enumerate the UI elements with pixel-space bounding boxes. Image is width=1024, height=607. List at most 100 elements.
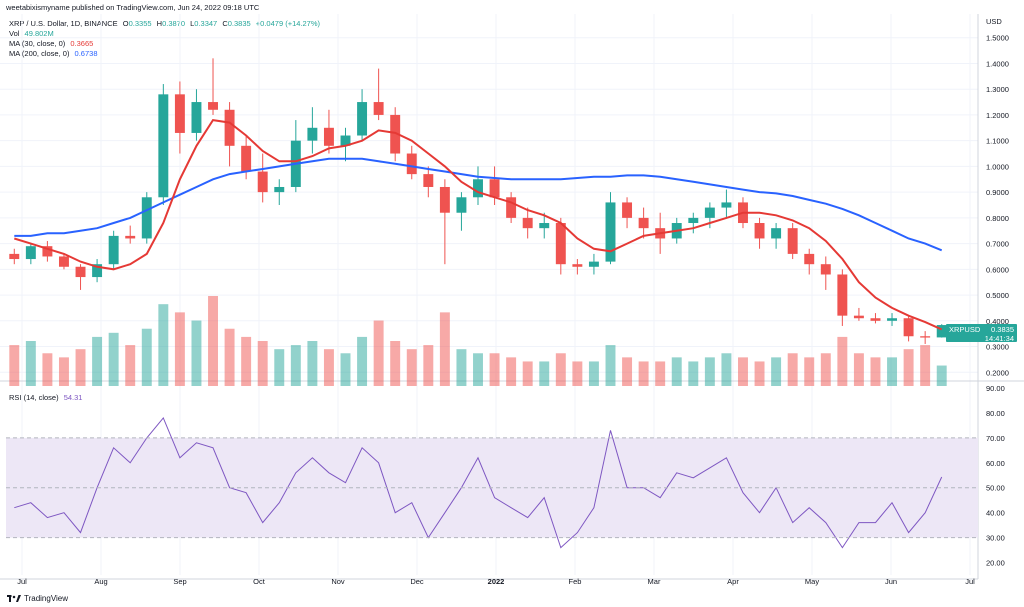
candle-body-2 (42, 246, 53, 257)
candle-15[interactable] (257, 153, 268, 203)
candle-18[interactable] (307, 107, 318, 154)
candle-7[interactable] (125, 225, 136, 244)
volume-bar-11 (191, 320, 202, 386)
candle-35[interactable] (588, 253, 599, 275)
candle-13[interactable] (224, 102, 235, 167)
rsi-guides (6, 437, 978, 539)
candle-10[interactable] (174, 81, 185, 154)
candle-body-41 (688, 217, 699, 224)
candle-38[interactable] (638, 207, 649, 239)
candle-56[interactable] (936, 324, 947, 338)
candle-49[interactable] (820, 256, 831, 290)
candle-body-48 (804, 253, 815, 265)
candle-31[interactable] (522, 207, 533, 239)
candle-20[interactable] (340, 127, 351, 162)
candle-11[interactable] (191, 89, 202, 141)
ma30-value: 0.3665 (70, 39, 94, 48)
candle-23[interactable] (390, 107, 401, 162)
candle-9[interactable] (158, 84, 169, 205)
volume-bar-51 (853, 353, 864, 386)
price-axis[interactable]: 1.5000 1.4000 1.3000 1.2000 1.1000 1.0000 0.90… (986, 34, 1009, 378)
volume-bar-54 (903, 349, 914, 386)
candle-5[interactable] (92, 259, 103, 283)
candle-27[interactable] (456, 192, 467, 231)
candle-body-14 (241, 145, 252, 172)
volume-bar-8 (141, 328, 152, 386)
candle-6[interactable] (108, 230, 119, 270)
candle-12[interactable] (208, 58, 218, 115)
candle-21[interactable] (357, 89, 368, 141)
candle-36[interactable] (605, 192, 616, 265)
candle-33[interactable] (555, 217, 566, 275)
candles[interactable] (9, 58, 947, 344)
candle-43[interactable] (721, 189, 732, 218)
candle-47[interactable] (787, 223, 798, 260)
candle-25[interactable] (423, 166, 434, 198)
candle-29[interactable] (489, 166, 500, 205)
candle-52[interactable] (870, 313, 881, 324)
candle-41[interactable] (688, 212, 699, 234)
candle-16[interactable] (274, 179, 285, 205)
candle-34[interactable] (572, 259, 583, 275)
volume-bar-15 (257, 341, 268, 386)
volume-label: Vol (9, 29, 20, 38)
candle-30[interactable] (506, 192, 517, 224)
candle-body-25 (423, 174, 434, 187)
volume-bar-31 (522, 361, 533, 386)
candle-body-15 (257, 171, 268, 193)
price-tick-6: 0.9000 (986, 188, 1009, 197)
candle-48[interactable] (804, 248, 815, 275)
candle-17[interactable] (290, 120, 301, 193)
candle-body-50 (837, 274, 848, 316)
rsi-tick-2: 70.00 (986, 434, 1005, 443)
candle-37[interactable] (622, 197, 633, 229)
candle-51[interactable] (853, 307, 864, 321)
candle-body-37 (622, 202, 633, 218)
candle-body-42 (704, 207, 715, 218)
tradingview-brand[interactable]: TradingView (7, 594, 68, 603)
candle-22[interactable] (373, 68, 384, 121)
badge-countdown: 14:41:34 (984, 334, 1014, 343)
rsi-value: 54.31 (63, 393, 83, 402)
rsi-axis[interactable]: 90.00 80.00 70.00 60.00 50.00 40.00 30.00 20.00 (986, 384, 1005, 568)
candle-19[interactable] (323, 109, 334, 154)
volume-bar-1 (25, 341, 36, 386)
candle-4[interactable] (75, 264, 86, 290)
candle-8[interactable] (141, 192, 152, 244)
open-value: 0.3355 (128, 19, 152, 28)
candle-body-35 (588, 261, 599, 267)
candle-2[interactable] (42, 241, 53, 262)
candle-1[interactable] (25, 243, 36, 265)
candle-body-19 (323, 127, 334, 146)
candle-50[interactable] (837, 269, 848, 326)
candle-body-27 (456, 197, 467, 213)
price-tick-0: 1.5000 (986, 34, 1009, 43)
candle-55[interactable] (920, 331, 931, 344)
ma200-legend: MA (200, close, 0) 0.6738 (9, 49, 98, 58)
candle-26[interactable] (439, 179, 450, 265)
volume-bar-18 (307, 341, 318, 386)
currency-label: USD (986, 17, 1002, 26)
candle-46[interactable] (771, 223, 782, 249)
candle-body-31 (522, 217, 533, 229)
candle-28[interactable] (473, 166, 483, 205)
candle-45[interactable] (754, 217, 765, 249)
candle-body-51 (853, 315, 864, 319)
candle-0[interactable] (9, 248, 20, 265)
volume-bar-45 (754, 361, 765, 386)
volume-bar-38 (638, 361, 649, 386)
candle-53[interactable] (887, 313, 898, 326)
candle-32[interactable] (539, 212, 550, 239)
volume-bar-55 (920, 345, 931, 386)
price-tick-3: 1.2000 (986, 111, 1009, 120)
time-axis[interactable]: Jul Aug Sep Oct Nov Dec 2022 Feb Mar Apr May Jun Jul (17, 577, 975, 586)
candle-54[interactable] (903, 315, 914, 342)
volume-bar-50 (837, 336, 848, 386)
volume-value: 49.802M (24, 29, 54, 38)
candle-24[interactable] (406, 145, 417, 180)
candle-body-11 (191, 102, 202, 133)
candle-3[interactable] (58, 253, 69, 270)
price-tick-8: 0.7000 (986, 240, 1009, 249)
volume-bar-23 (390, 341, 401, 386)
